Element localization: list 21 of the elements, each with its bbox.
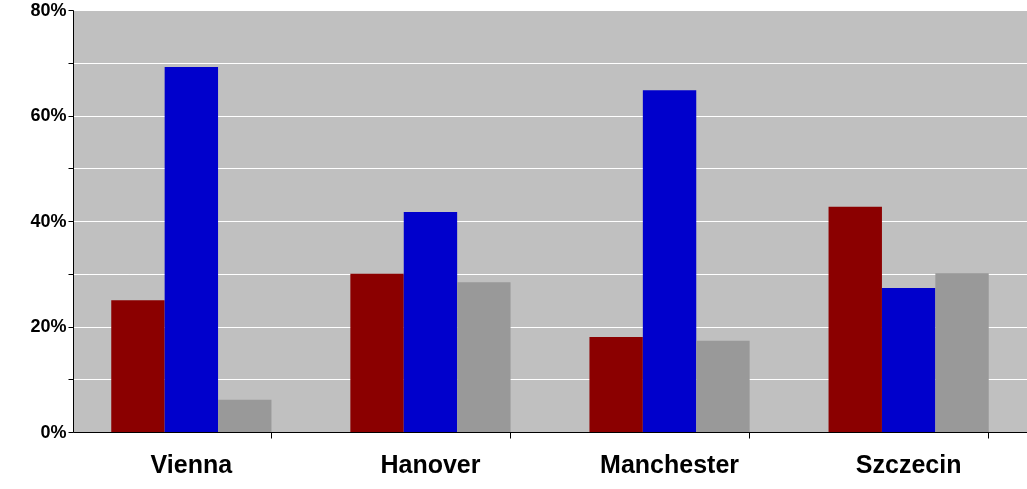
x-tick-label: Vienna xyxy=(150,449,234,478)
bar xyxy=(589,337,643,432)
y-tick-label: 0% xyxy=(40,421,67,442)
x-tick-label: Hanover xyxy=(380,449,481,478)
y-tick-label: 40% xyxy=(30,210,67,231)
bar xyxy=(403,212,458,432)
bar xyxy=(881,287,936,432)
y-tick-label: 80% xyxy=(30,0,67,20)
bar xyxy=(642,90,697,432)
x-tick-label: Manchester xyxy=(600,449,740,478)
y-tick-label: 60% xyxy=(30,105,67,125)
bar xyxy=(828,206,882,432)
bar xyxy=(218,399,272,432)
bar xyxy=(111,300,165,432)
bar xyxy=(457,282,511,432)
y-tick-label: 20% xyxy=(30,316,67,336)
x-tick-label: Szczecin xyxy=(855,449,962,478)
bar xyxy=(935,273,989,432)
bar xyxy=(350,273,404,432)
bar xyxy=(164,66,219,432)
bar xyxy=(696,340,750,432)
